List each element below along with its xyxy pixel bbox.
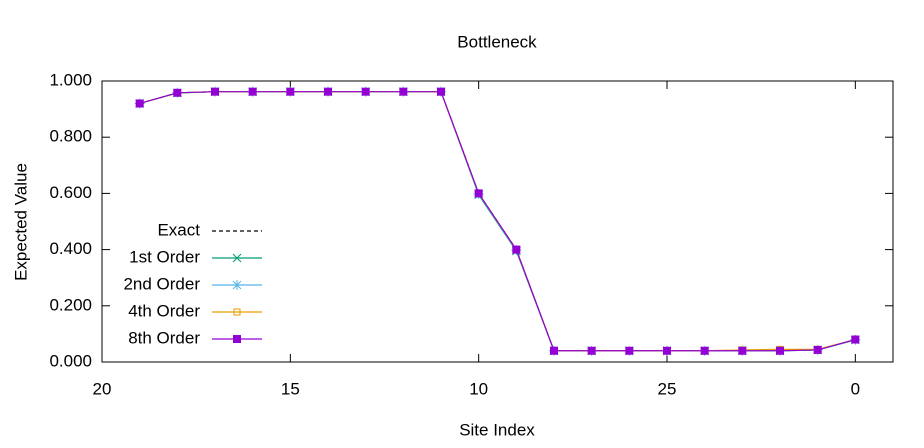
- data-point: [550, 346, 558, 355]
- data-point: [135, 99, 144, 108]
- legend-label: 2nd Order: [123, 274, 200, 293]
- legend-marker: [232, 253, 242, 263]
- data-point: [173, 88, 182, 97]
- y-tick-label: 0.800: [49, 127, 92, 146]
- chart-title: Bottleneck: [457, 32, 537, 51]
- series-line: [139, 91, 856, 352]
- data-point: [474, 189, 483, 198]
- x-tick-label: 20: [93, 379, 112, 398]
- y-tick-label: 0.000: [49, 351, 92, 370]
- x-axis-label: Site Index: [459, 420, 535, 439]
- y-tick-label: 0.200: [49, 295, 92, 314]
- data-point: [813, 345, 822, 354]
- data-point: [512, 245, 521, 254]
- x-tick-label: 15: [281, 379, 300, 398]
- data-point: [361, 87, 370, 96]
- data-point: [437, 87, 445, 96]
- y-tick-label: 0.600: [49, 183, 92, 202]
- y-tick-label: 1.000: [49, 70, 92, 89]
- y-tick-label: 0.400: [49, 239, 92, 258]
- x-tick-label: 0: [851, 379, 860, 398]
- data-point: [625, 346, 634, 355]
- data-point: [776, 346, 784, 355]
- legend-label: 4th Order: [128, 301, 200, 320]
- data-point: [851, 335, 860, 344]
- legend-marker: [232, 280, 242, 290]
- data-point: [211, 87, 219, 96]
- data-point: [587, 346, 596, 355]
- data-point: [399, 87, 408, 96]
- legend-label: Exact: [157, 220, 200, 239]
- data-point: [248, 87, 257, 96]
- data-point: [738, 346, 747, 355]
- y-axis-label: Expected Value: [11, 163, 30, 281]
- data-point: [286, 87, 295, 96]
- plot-frame: [101, 80, 894, 363]
- x-tick-label: 25: [658, 379, 677, 398]
- legend-label: 8th Order: [128, 328, 200, 347]
- x-tick-label: 10: [469, 379, 488, 398]
- legend-marker: [233, 308, 241, 316]
- data-point: [700, 346, 709, 355]
- data-point: [663, 346, 671, 355]
- data-point: [324, 87, 332, 96]
- legend-label: 1st Order: [129, 247, 200, 266]
- legend-marker: [233, 335, 241, 343]
